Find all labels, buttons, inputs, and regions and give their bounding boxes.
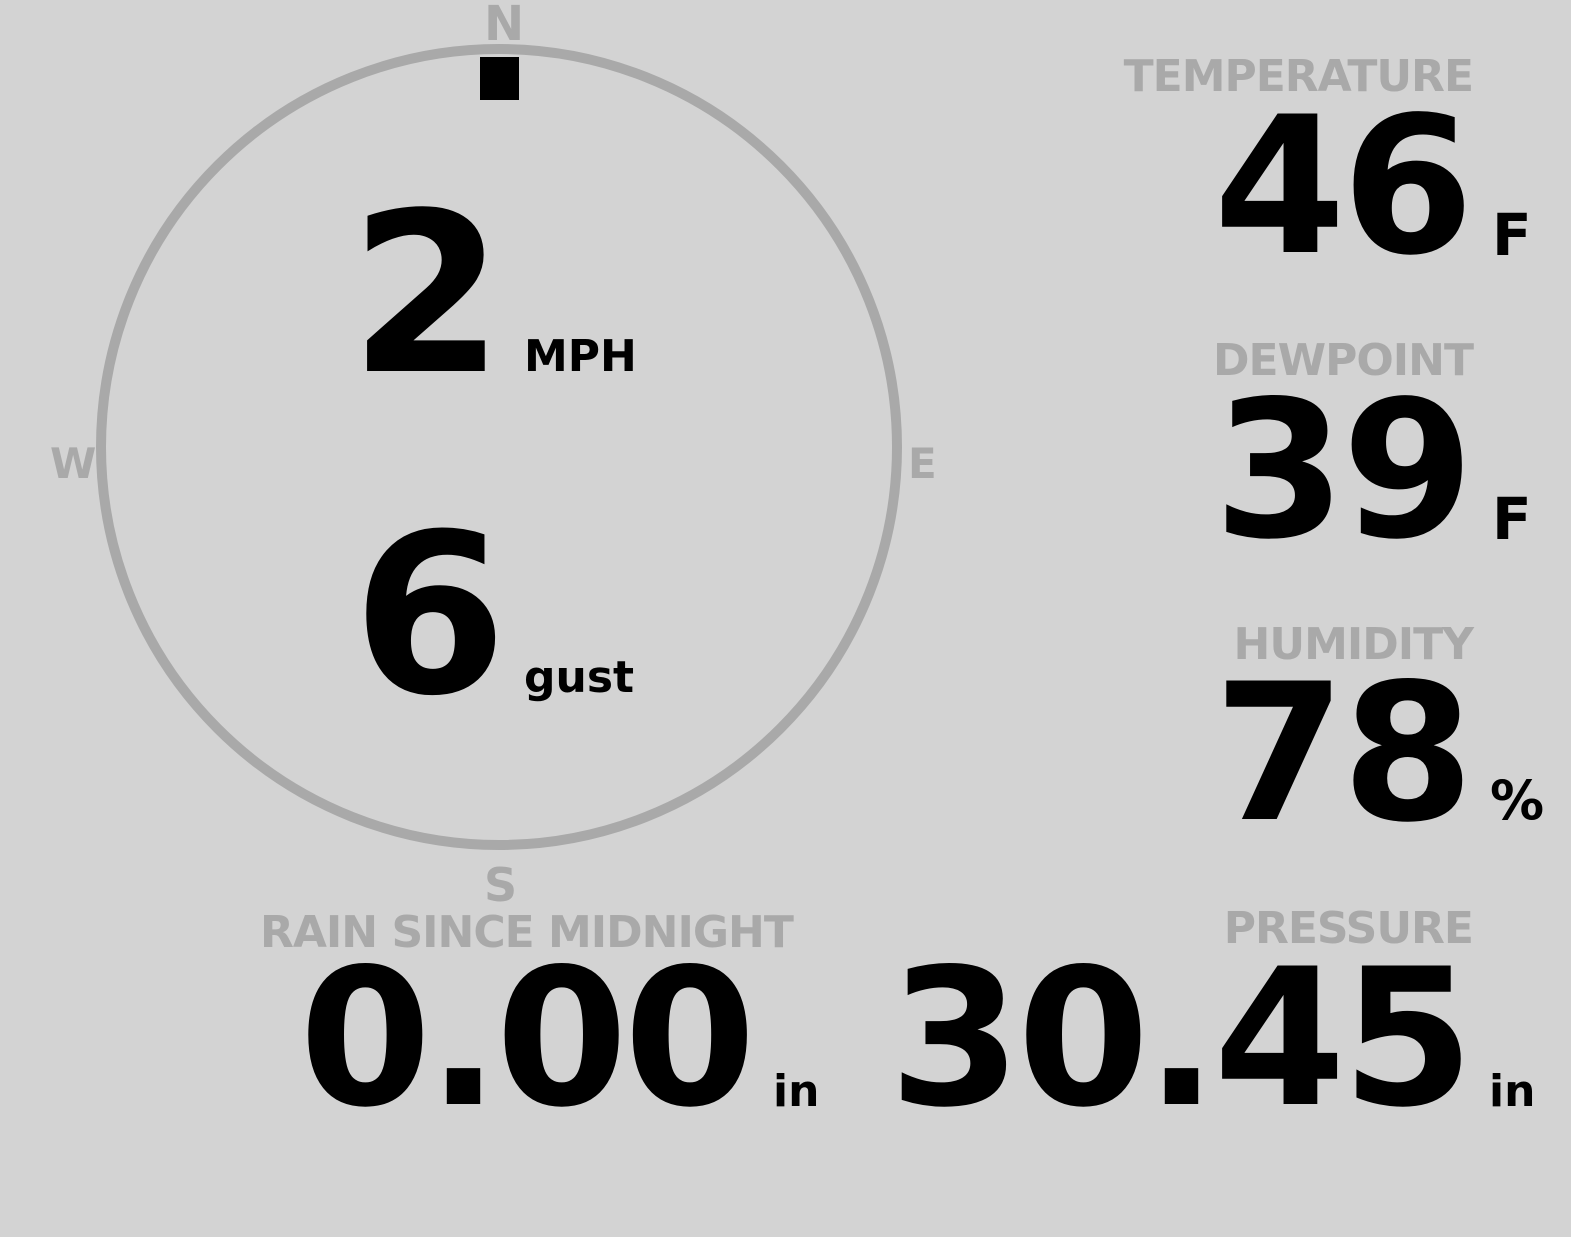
compass-south-label: S <box>484 858 518 912</box>
temperature-label: TEMPERATURE <box>1123 51 1474 102</box>
dewpoint-value: 39 <box>1213 360 1474 581</box>
rain-unit: in <box>773 1066 820 1117</box>
dewpoint-label: DEWPOINT <box>1213 335 1474 386</box>
wind-speed-value: 2 <box>349 166 504 424</box>
temperature-unit: F <box>1492 201 1532 269</box>
wind-gust-value: 6 <box>352 487 507 745</box>
temperature-value: 46 <box>1213 76 1474 297</box>
pressure-value: 30.45 <box>889 928 1474 1149</box>
pressure-label: PRESSURE <box>1223 903 1474 954</box>
rain-label: RAIN SINCE MIDNIGHT <box>260 907 794 958</box>
humidity-unit: % <box>1490 769 1545 832</box>
dewpoint-unit: F <box>1492 485 1532 553</box>
compass-west-label: W <box>50 439 97 488</box>
wind-gust-label: gust <box>524 652 635 703</box>
compass-ring <box>96 44 902 850</box>
wind-speed-unit: MPH <box>524 331 637 382</box>
humidity-value: 78 <box>1213 643 1474 864</box>
humidity-label: HUMIDITY <box>1233 619 1474 670</box>
wind-direction-indicator <box>480 57 519 100</box>
rain-value: 0.00 <box>299 928 756 1149</box>
pressure-unit: in <box>1489 1066 1536 1117</box>
compass-north-label: N <box>484 0 525 52</box>
compass-east-label: E <box>908 439 937 488</box>
